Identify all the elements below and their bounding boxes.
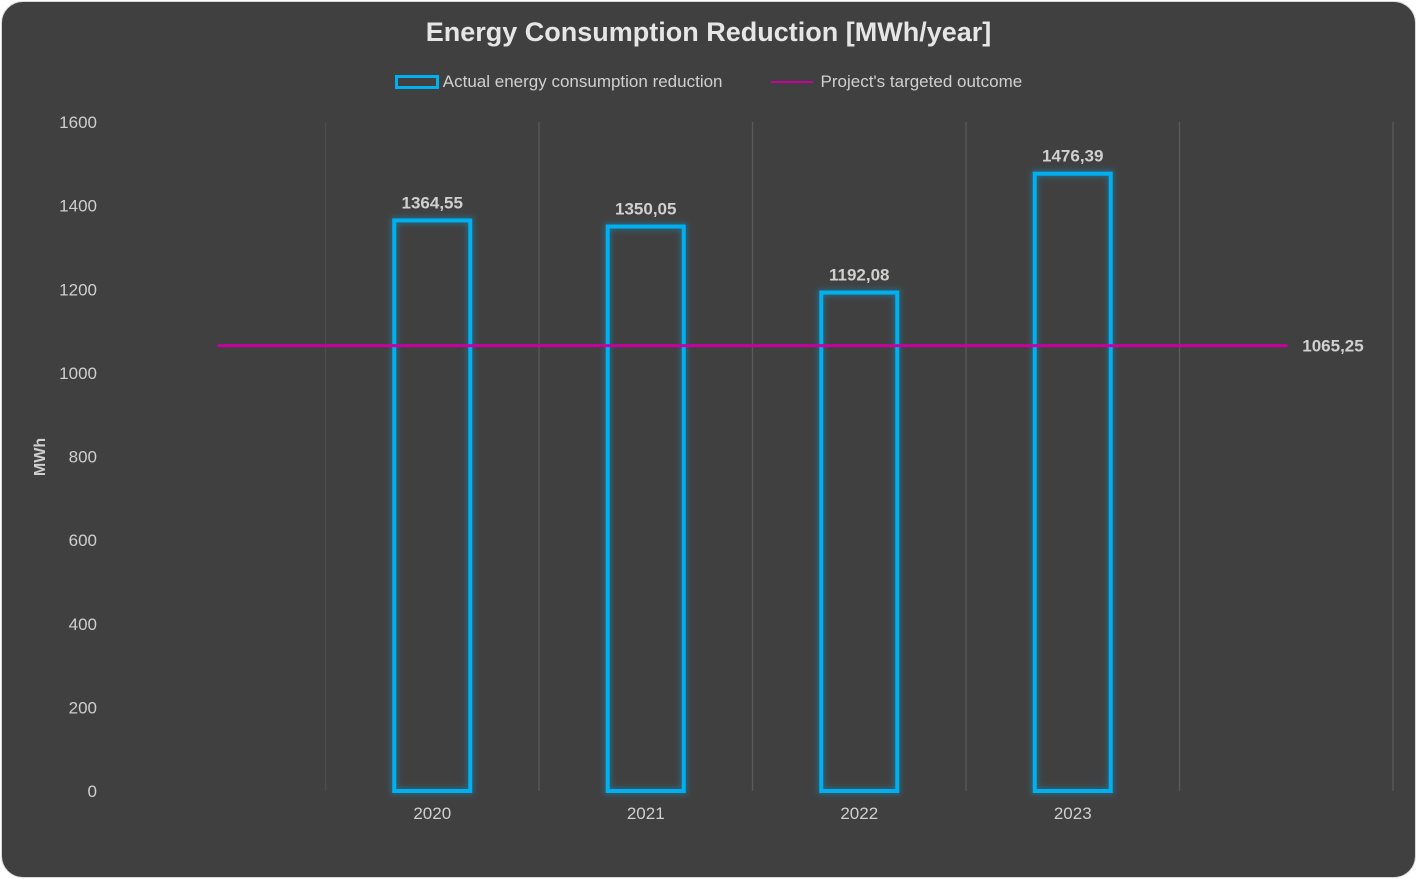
legend-line-swatch (770, 81, 813, 83)
legend-item-actual: Actual energy consumption reduction (394, 72, 723, 92)
bar-glow (604, 223, 688, 795)
x-tick-label: 2021 (627, 804, 665, 823)
y-tick-label: 800 (69, 448, 97, 467)
y-tick-label: 1200 (59, 280, 97, 299)
data-label: 1364,55 (402, 193, 463, 212)
y-tick-label: 1600 (59, 113, 97, 132)
y-tick-label: 1000 (59, 364, 97, 383)
data-label: 1476,39 (1042, 147, 1103, 166)
x-tick-label: 2023 (1054, 804, 1092, 823)
bar-glow (390, 216, 474, 795)
legend-bar-swatch (394, 75, 439, 89)
y-tick-label: 200 (69, 698, 97, 717)
x-tick-label: 2022 (840, 804, 878, 823)
y-tick-label: 0 (88, 782, 97, 801)
x-tick-label: 2020 (413, 804, 451, 823)
target-data-label: 1065,25 (1302, 337, 1363, 356)
y-tick-label: 1400 (59, 197, 97, 216)
bar (392, 218, 473, 794)
legend-label-actual: Actual energy consumption reduction (442, 72, 723, 91)
legend-label-target: Project's targeted outcome (820, 72, 1023, 91)
bar-glow (817, 289, 901, 795)
bar (605, 224, 686, 794)
y-tick-label: 400 (69, 615, 97, 634)
chart-title: Energy Consumption Reduction [MWh/year] (425, 17, 992, 47)
legend-item-target: Project's targeted outcome (770, 72, 1023, 92)
data-label: 1192,08 (829, 266, 890, 285)
bar-glow (1031, 170, 1115, 795)
data-label: 1350,05 (615, 200, 676, 219)
y-axis-title: MWh (32, 438, 49, 476)
bar (1032, 171, 1113, 793)
legend: Actual energy consumption reduction Proj… (0, 72, 1417, 92)
bar (819, 290, 900, 793)
y-tick-label: 600 (69, 531, 97, 550)
